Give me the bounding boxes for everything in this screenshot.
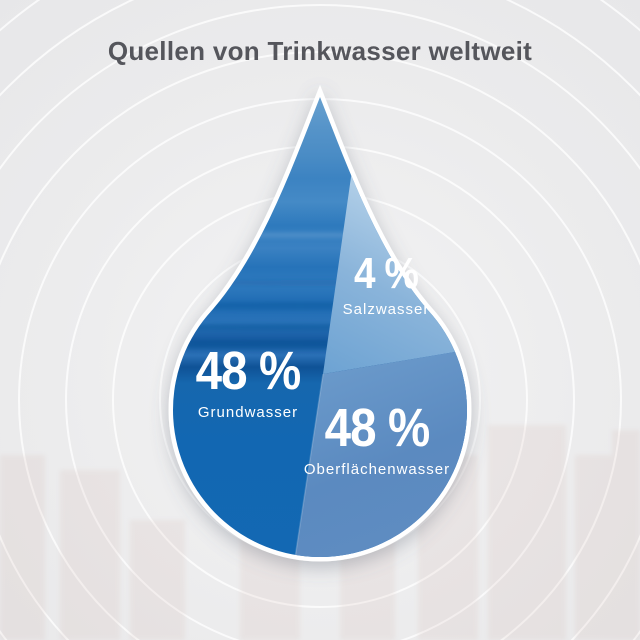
grundwasser-value: 48 % bbox=[195, 341, 302, 401]
page-title: Quellen von Trinkwasser weltweit bbox=[107, 36, 533, 66]
oberflaechenwasser-label: Oberflächenwasser bbox=[303, 460, 451, 478]
oberflaechenwasser-value: 48 % bbox=[324, 398, 431, 458]
salzwasser-value: 4 % bbox=[353, 249, 419, 298]
segment-salzwasser: 4 % Salzwasser bbox=[306, 249, 466, 319]
grundwasser-label: Grundwasser bbox=[197, 403, 299, 421]
segment-grundwasser: 48 % Grundwasser bbox=[148, 341, 348, 421]
segment-oberflaechenwasser: 48 % Oberflächenwasser bbox=[277, 398, 477, 478]
salzwasser-label: Salzwasser bbox=[342, 301, 430, 319]
